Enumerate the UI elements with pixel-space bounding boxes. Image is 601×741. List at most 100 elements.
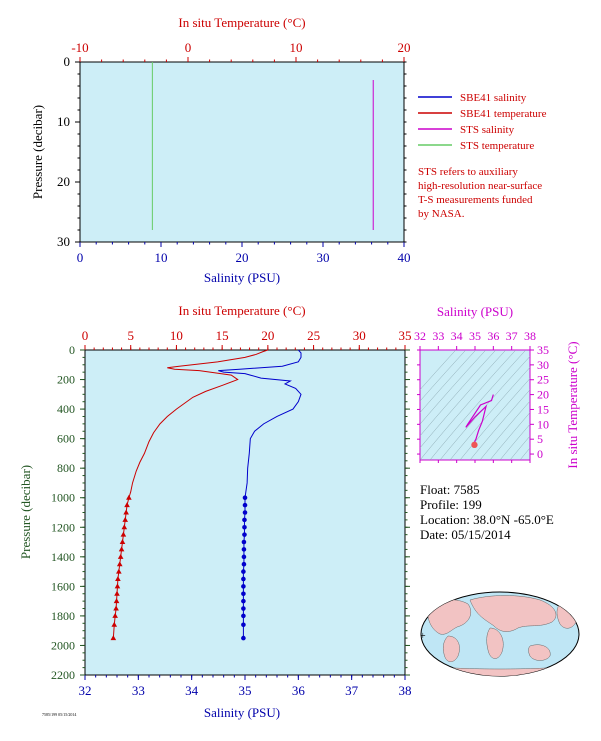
sts-note-line-2: high-resolution near-surface [418, 180, 542, 192]
isopycnal-line [509, 435, 530, 460]
profile-panel: In situ Temperature (°C) Salinity (PSU) … [18, 303, 412, 720]
profile-y-tick-label: 200 [57, 373, 75, 387]
profile-top-tick-label: 20 [261, 328, 274, 343]
surface-bottom-tick-label: 10 [155, 250, 168, 265]
isopycnal-line [519, 447, 530, 460]
profile-y-tick-label: 1600 [51, 579, 75, 593]
isopycnal-line [439, 355, 530, 460]
ts-right-tick-label: 35 [537, 343, 549, 357]
ts-top-ticks: 32 33 34 35 36 37 38 [414, 329, 536, 463]
isopycnal-line [499, 423, 530, 460]
surface-bottom-tick-label: 40 [398, 250, 411, 265]
temperature-point [110, 635, 117, 641]
ts-deep-point [471, 441, 478, 449]
salinity-point [241, 576, 246, 582]
salinity-point [242, 524, 247, 530]
profile-top-tick-label: 25 [307, 328, 320, 343]
legend-label-sbe41-temperature: SBE41 temperature [460, 108, 547, 120]
isopycnal-line [420, 350, 467, 402]
temperature-point [117, 553, 124, 559]
profile-line-sbe41-temperature [128, 349, 269, 498]
profile-y-tick-label: 1800 [51, 609, 75, 623]
temperature-point [113, 598, 120, 604]
temperature-point [121, 524, 128, 530]
profile-y-tick-label: 1400 [51, 550, 75, 564]
ts-top-tick-label: 37 [506, 329, 518, 343]
salinity-point [241, 613, 246, 619]
surface-bottom-tick-label: 0 [77, 250, 84, 265]
salinity-point [241, 561, 247, 567]
temperature-point [123, 509, 129, 515]
surface-bottom-ticks: 0 10 20 30 40 [77, 242, 411, 265]
profile-top-tick-label: 35 [399, 328, 412, 343]
profile-bottom-tick-label: 34 [185, 683, 199, 698]
map-land [427, 595, 577, 676]
info-float: Float: 7585 [420, 482, 480, 497]
surface-bottom-tick-label: 30 [317, 250, 330, 265]
profile-y-tick-label: 400 [57, 402, 75, 416]
profile-y-ticks: 0 200 400 600 800 1000 1200 1400 1600 1800 2000 220… [51, 343, 410, 682]
temperature-point [114, 583, 121, 589]
temperature-point [111, 621, 118, 627]
ts-top-tick-label: 32 [414, 329, 426, 343]
salinity-point [242, 517, 247, 523]
ts-isopycnals [420, 350, 530, 460]
temperature-point [122, 516, 129, 522]
ts-right-tick-label: 20 [537, 388, 549, 402]
profile-bottom-tick-label: 37 [345, 683, 359, 698]
profile-y-tick-label: 0 [69, 343, 75, 357]
profile-top-tick-label: 0 [82, 328, 89, 343]
surface-top-ticks: -10 0 10 20 [71, 40, 411, 62]
profile-y-tick-label: 1000 [51, 491, 75, 505]
ts-top-tick-label: 35 [469, 329, 481, 343]
ts-right-tick-label: 15 [537, 402, 549, 416]
profile-top-tick-label: 30 [353, 328, 366, 343]
surface-top-tick-label: 0 [185, 40, 192, 55]
surface-bottom-tick-label: 20 [236, 250, 249, 265]
salinity-point [241, 569, 246, 574]
isopycnal-line [489, 412, 530, 460]
profile-bottom-ticks: 32 33 34 35 36 37 38 [79, 675, 412, 698]
salinity-point [242, 502, 248, 508]
ts-right-tick-label: 10 [537, 417, 549, 431]
surface-top-axis-title: In situ Temperature (°C) [178, 15, 305, 30]
profile-bottom-axis-title: Salinity (PSU) [204, 705, 280, 720]
isopycnal-line [420, 350, 477, 413]
profile-y-axis-title: Pressure (decibar) [18, 465, 33, 559]
legend: SBE41 salinity SBE41 temperature STS sal… [418, 92, 547, 220]
ts-right-tick-label: 25 [537, 373, 549, 387]
world-map: + [420, 591, 580, 677]
salinity-point [242, 510, 248, 515]
profile-series [110, 349, 302, 641]
profile-top-axis-title: In situ Temperature (°C) [178, 303, 305, 318]
salinity-point [241, 591, 246, 597]
profile-line-sbe41-salinity [218, 349, 302, 498]
temperature-point [120, 531, 127, 537]
temperature-point [115, 575, 121, 581]
surface-y-axis-title: Pressure (decibar) [30, 105, 45, 199]
salinity-point [241, 554, 247, 560]
ts-series [465, 394, 494, 449]
ts-right-tick-label: 30 [537, 358, 549, 372]
surface-top-tick-label: 20 [398, 40, 411, 55]
isopycnal-line [459, 378, 530, 460]
surface-y-tick-label: 20 [57, 174, 70, 189]
isopycnal-line [449, 367, 530, 460]
profile-top-tick-label: 15 [216, 328, 229, 343]
profile-top-tick-label: 10 [170, 328, 183, 343]
temperature-point [119, 539, 126, 545]
info-profile: Profile: 199 [420, 497, 482, 512]
salinity-point [242, 532, 247, 537]
salinity-point [241, 606, 246, 611]
profile-bottom-tick-label: 36 [292, 683, 306, 698]
float-info: Float: 7585 Profile: 199 Location: 38.0°… [420, 482, 554, 542]
temperature-point [118, 546, 125, 552]
isopycnal-line [469, 389, 530, 460]
footer-tag: 7585/199 05/15/2014 [42, 712, 76, 717]
info-location: Location: 38.0°N -65.0°E [420, 512, 554, 527]
isopycnal-line [429, 350, 527, 460]
surface-top-tick-label: -10 [71, 40, 88, 55]
profile-bottom-tick-label: 38 [399, 683, 412, 698]
isopycnal-line [420, 350, 457, 391]
